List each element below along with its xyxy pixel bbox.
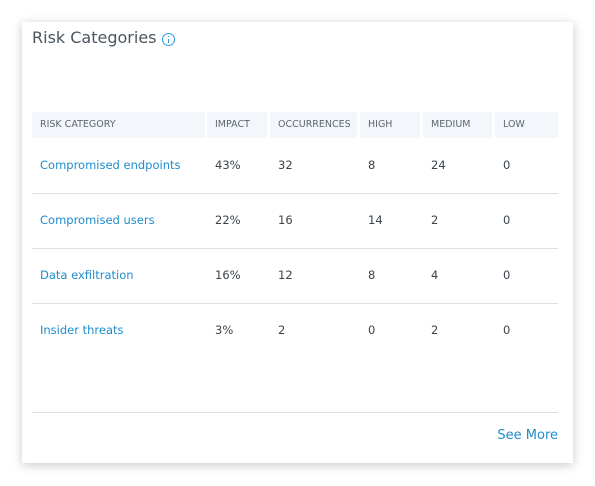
see-more-link[interactable]: See More [497,428,558,443]
table-cell: 8 [368,158,376,172]
column-header: MEDIUM [423,112,492,138]
table-cell: 16% [215,268,241,282]
table-cell: 0 [503,213,511,227]
table-cell: 0 [503,268,511,282]
column-header: HIGH [360,112,420,138]
table-cell: 4 [431,268,439,282]
table-cell: 3% [215,323,234,337]
info-icon[interactable] [162,33,175,46]
category-link[interactable]: Compromised endpoints [40,158,181,172]
category-link[interactable]: Compromised users [40,213,155,227]
table-cell: 2 [278,323,286,337]
column-header: IMPACT [207,112,267,138]
row-divider [32,193,558,194]
footer-divider [32,412,558,413]
category-link[interactable]: Data exfiltration [40,268,134,282]
table-cell: 0 [368,323,376,337]
table-cell: 43% [215,158,241,172]
table-cell: 32 [278,158,293,172]
table-cell: 0 [503,323,511,337]
row-divider [32,303,558,304]
column-header: OCCURRENCES [270,112,357,138]
table-cell: 2 [431,213,439,227]
table-cell: 22% [215,213,241,227]
column-header: RISK CATEGORY [32,112,205,138]
table-cell: 8 [368,268,376,282]
table-cell: 24 [431,158,446,172]
row-divider [32,248,558,249]
table-cell: 14 [368,213,383,227]
table-cell: 16 [278,213,293,227]
card-title: Risk Categories [32,28,157,47]
table-cell: 12 [278,268,293,282]
category-link[interactable]: Insider threats [40,323,124,337]
column-header: LOW [495,112,558,138]
risk-card: Risk Categories See More RISK CATEGORY IM… [22,22,573,463]
table-cell: 2 [431,323,439,337]
table-cell: 0 [503,158,511,172]
